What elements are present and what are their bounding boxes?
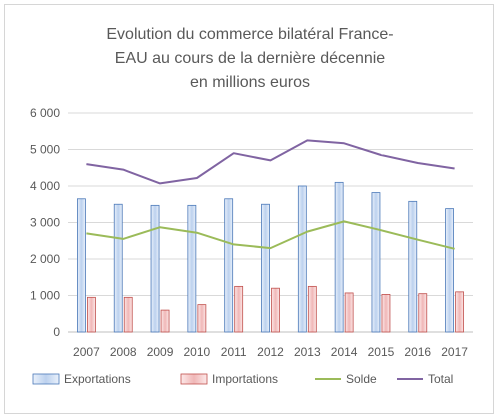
chart-title: Evolution du commerce bilatéral France- …	[106, 26, 393, 91]
bar-importations-2007	[87, 296, 96, 333]
bar-importations-2011	[234, 285, 244, 333]
y-tick-label: 2 000	[30, 252, 60, 266]
chart-svg: Evolution du commerce bilatéral France- …	[30, 26, 473, 386]
y-tick-label: 4 000	[30, 179, 60, 193]
x-tick-label-2008: 2008	[110, 345, 137, 359]
y-tick-label: 5 000	[30, 143, 60, 157]
bar-exportations-2010	[187, 204, 197, 333]
bar-exportations-2014	[334, 181, 344, 333]
line-total	[86, 139, 455, 185]
x-axis-ticks: 2007 2008 2009 2010 2011 2012 2013 2014 2015 2016…	[73, 345, 468, 359]
series-lines	[86, 139, 455, 250]
x-tick-label-2010: 2010	[184, 345, 211, 359]
bar-exportations-2008	[113, 203, 123, 333]
bar-exportations-2017	[445, 208, 454, 333]
bar-exportations-2007	[77, 198, 86, 333]
x-tick-label-2009: 2009	[147, 345, 174, 359]
x-tick-label-2017: 2017	[441, 345, 468, 359]
bar-importations-2017	[455, 291, 464, 333]
chart-title-line-1: Evolution du commerce bilatéral France-	[106, 26, 393, 43]
legend-label-total: Total	[428, 372, 453, 386]
y-tick-label: 3 000	[30, 216, 60, 230]
bar-exportations-2015	[371, 192, 381, 333]
chart-frame: Evolution du commerce bilatéral France- …	[4, 4, 494, 414]
legend-label-solde: Solde	[346, 372, 377, 386]
bar-importations-2015	[381, 294, 391, 333]
x-tick-label-2012: 2012	[257, 345, 284, 359]
bar-exportations-2011	[224, 198, 234, 333]
legend-swatch-exportations	[32, 373, 60, 385]
y-axis-ticks: 0 1 000 2 000 3 000 4 000 5 000 6 000	[30, 106, 60, 339]
y-tick-label: 1 000	[30, 289, 60, 303]
x-tick-label-2007: 2007	[73, 345, 100, 359]
chart-title-line-3: en millions euros	[190, 74, 310, 91]
bar-importations-2008	[123, 296, 133, 333]
bar-exportations-2016	[408, 200, 418, 333]
legend-label-exportations: Exportations	[64, 372, 131, 386]
bar-importations-2009	[160, 309, 170, 333]
bar-importations-2013	[307, 285, 317, 333]
legend: Exportations Importations Solde Total	[32, 372, 453, 386]
y-tick-label: 0	[53, 325, 60, 339]
bar-importations-2012	[271, 287, 280, 333]
legend-label-importations: Importations	[212, 372, 278, 386]
bar-exportations-2013	[297, 185, 307, 333]
x-tick-label-2015: 2015	[368, 345, 395, 359]
bar-exportations-2012	[261, 203, 270, 333]
bar-importations-2014	[344, 292, 354, 333]
legend-swatch-importations	[180, 373, 208, 385]
bar-importations-2010	[197, 304, 207, 333]
bars	[77, 181, 464, 333]
y-tick-label: 6 000	[30, 106, 60, 120]
x-tick-label-2016: 2016	[404, 345, 431, 359]
x-tick-label-2013: 2013	[294, 345, 321, 359]
x-tick-label-2014: 2014	[331, 345, 358, 359]
bar-importations-2016	[418, 293, 428, 333]
line-solde	[86, 220, 455, 250]
gridlines	[68, 112, 473, 333]
chart-title-line-2: EAU au cours de la dernière décennie	[115, 50, 385, 67]
x-tick-label-2011: 2011	[221, 345, 247, 359]
bar-exportations-2009	[150, 204, 160, 333]
